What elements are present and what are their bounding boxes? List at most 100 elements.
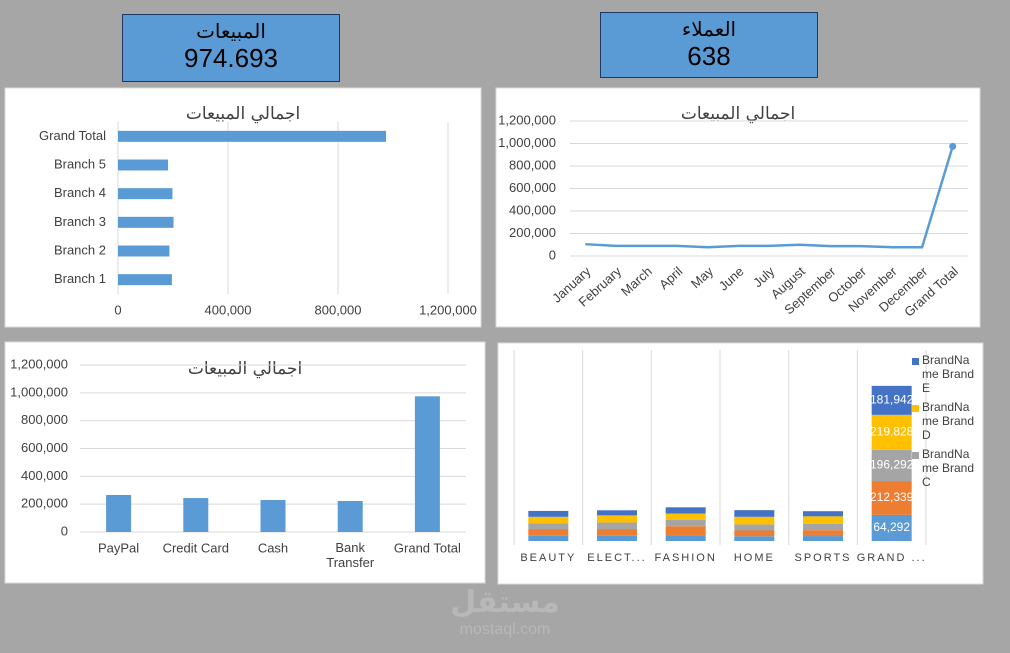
kpi-label: العملاء — [681, 17, 737, 41]
kpi-value: 974.693 — [184, 43, 278, 73]
bar-segment — [665, 513, 706, 520]
kpi-value: 638 — [687, 41, 731, 71]
y-tick-label: 1,000,000 — [10, 384, 68, 399]
bar-segment — [528, 535, 569, 541]
bar — [118, 216, 174, 228]
bar — [106, 494, 132, 532]
legend-item: BrandName Brand D — [922, 400, 975, 442]
bar-segment — [803, 523, 843, 531]
panel — [4, 341, 486, 584]
bar — [337, 500, 363, 532]
x-tick-label: Bank Transfer — [326, 540, 375, 570]
x-tick-label: 800,000 — [315, 302, 362, 317]
kpi-label: المبيعات — [196, 19, 266, 43]
bar — [118, 130, 387, 142]
bar — [260, 499, 286, 532]
bar-segment — [803, 536, 843, 541]
y-tick-label: Branch 4 — [54, 185, 106, 200]
panel — [495, 87, 981, 328]
y-tick-label: Branch 3 — [54, 214, 106, 229]
data-label: 181,942 — [870, 393, 914, 407]
y-tick-label: 0 — [549, 247, 556, 262]
bar — [118, 245, 170, 257]
bar — [183, 498, 209, 532]
chart-title: اجمالي المبيعات — [186, 104, 300, 124]
y-tick-label: 800,000 — [509, 157, 556, 172]
bar — [118, 274, 172, 286]
bar — [414, 396, 440, 532]
y-tick-label: 1,200,000 — [10, 356, 68, 371]
y-tick-label: Branch 5 — [54, 156, 106, 171]
bar-segment — [528, 510, 569, 517]
bar-segment — [734, 530, 775, 537]
x-tick-label: FASHION — [655, 552, 717, 564]
y-tick-label: 400,000 — [509, 202, 556, 217]
bar-segment — [734, 524, 775, 531]
y-tick-label: 1,000,000 — [498, 135, 556, 150]
bar-segment — [871, 449, 912, 482]
chart-title: اجمالي المبيعات — [188, 359, 302, 379]
bar-segment — [871, 414, 912, 450]
bar-segment — [597, 510, 637, 516]
y-tick-label: 0 — [61, 523, 68, 538]
data-label: 64,292 — [873, 520, 910, 534]
bar-segment — [871, 481, 912, 515]
bar-segment — [528, 523, 569, 530]
bar-segment — [871, 385, 912, 415]
legend-swatch — [912, 452, 919, 459]
bar-segment — [597, 522, 637, 530]
kpi-card: العملاء 638 — [600, 12, 818, 78]
y-tick-label: Grand Total — [39, 128, 106, 143]
bar-segment — [734, 510, 775, 517]
x-tick-label: PayPal — [98, 540, 139, 555]
kpi-card: المبيعات 974.693 — [122, 14, 340, 82]
bar-segment — [597, 535, 637, 541]
x-tick-label: SPORTS — [794, 552, 851, 564]
watermark-site: mostaql.com — [460, 621, 551, 638]
bar-segment — [803, 530, 843, 537]
data-label: 219,828 — [870, 424, 914, 438]
x-tick-label: BEAUTY — [520, 552, 576, 564]
bar-segment — [597, 529, 637, 536]
bar-segment — [665, 535, 706, 541]
x-tick-label: Grand Total — [394, 540, 461, 555]
line — [585, 145, 954, 249]
bar-segment — [665, 519, 706, 527]
x-tick-label: 1,200,000 — [419, 302, 477, 317]
bar-segment — [597, 515, 637, 523]
y-tick-label: 800,000 — [21, 412, 68, 427]
x-tick-label: 0 — [114, 302, 121, 317]
y-tick-label: 1,200,000 — [498, 112, 556, 127]
x-tick-label: GRAND ... — [857, 552, 927, 564]
legend-label: BrandName Brand E — [922, 353, 975, 395]
y-tick-label: Branch 1 — [54, 271, 106, 286]
bar-segment — [803, 511, 843, 517]
x-tick-label: ELECT... — [587, 552, 646, 564]
bar — [118, 188, 173, 200]
y-tick-label: Branch 2 — [54, 242, 106, 257]
y-tick-label: 200,000 — [21, 496, 68, 511]
legend-item: BrandName Brand C — [922, 447, 975, 489]
bar-segment — [665, 526, 706, 536]
bar-segment — [528, 529, 569, 536]
x-tick-label: Credit Card — [163, 540, 229, 555]
panel — [4, 87, 482, 328]
data-label: 196,292 — [870, 458, 914, 472]
bar-segment — [734, 516, 775, 525]
bar-segment — [528, 516, 569, 524]
legend-item: BrandName Brand E — [922, 353, 975, 395]
y-tick-label: 400,000 — [21, 468, 68, 483]
chart-title: اجمالي المبيعات — [681, 104, 795, 124]
y-tick-label: 600,000 — [21, 440, 68, 455]
legend-label: BrandName Brand C — [922, 447, 975, 489]
legend-swatch — [912, 405, 919, 412]
bar-segment — [803, 516, 843, 524]
legend-label: BrandName Brand D — [922, 400, 975, 442]
x-tick-label: HOME — [734, 552, 775, 564]
watermark-logo: مستقل — [450, 586, 560, 619]
y-tick-label: 200,000 — [509, 225, 556, 240]
y-tick-label: 600,000 — [509, 180, 556, 195]
bar — [118, 159, 169, 171]
